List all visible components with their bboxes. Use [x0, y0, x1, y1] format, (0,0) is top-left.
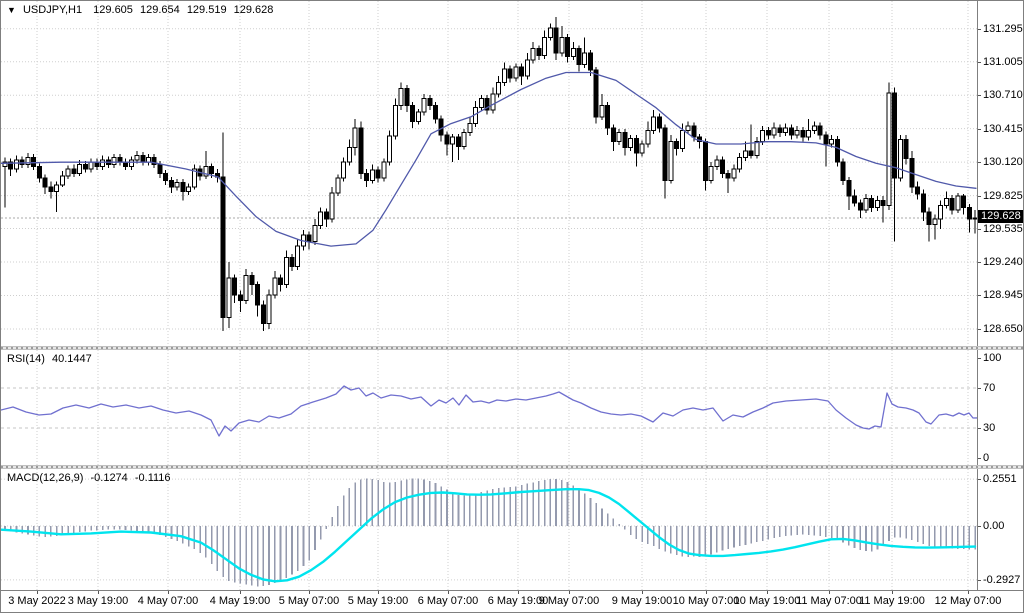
time-tick-label: 10 May 07:00 — [672, 595, 740, 607]
time-tick-label: 3 May 19:00 — [67, 595, 129, 607]
axis-tick-label: 130.710 — [983, 89, 1023, 101]
time-tick-mark — [642, 591, 643, 594]
rsi-chart-canvas[interactable] — [1, 350, 977, 465]
axis-tick-mark — [978, 295, 981, 296]
time-tick-label: 6 May 07:00 — [417, 595, 479, 607]
rsi-label: RSI(14) 40.1447 — [7, 353, 96, 365]
rsi-panel: RSI(14) 40.1447 100 70 30 0 — [1, 350, 1023, 465]
macd-panel: MACD(12,26,9) -0.1274 -0.1116 0.2551 0.00… — [1, 469, 1023, 590]
time-tick-mark — [98, 591, 99, 594]
time-tick-label: 10 May 19:00 — [733, 595, 801, 607]
rsi-axis[interactable]: 100 70 30 0 — [977, 350, 1023, 465]
time-axis[interactable]: 3 May 2022 3 May 19:00 4 May 07:00 4 May 19… — [1, 590, 1023, 612]
axis-tick-mark — [978, 358, 981, 359]
axis-tick-label: 129.535 — [983, 223, 1023, 235]
panel-splitter-rsi[interactable] — [1, 346, 1023, 350]
low-value: 129.519 — [186, 4, 227, 16]
high-value: 129.654 — [139, 4, 180, 16]
time-tick-mark — [892, 591, 893, 594]
axis-tick-mark — [978, 29, 981, 30]
time-tick-mark — [309, 591, 310, 594]
time-tick-label: 9 May 19:00 — [611, 595, 673, 607]
axis-tick-label: 0.2551 — [983, 473, 1017, 485]
macd-label: MACD(12,26,9) -0.1274 -0.1116 — [7, 472, 175, 484]
current-price-badge: 129.628 — [978, 210, 1023, 223]
axis-tick-mark — [978, 458, 981, 459]
time-tick-mark — [706, 591, 707, 594]
axis-tick-label: 130.120 — [983, 156, 1023, 168]
time-tick-mark — [518, 591, 519, 594]
axis-tick-mark — [978, 388, 981, 389]
axis-tick-label: 30 — [983, 422, 996, 434]
macd-value: -0.1274 — [90, 472, 128, 484]
time-tick-mark — [240, 591, 241, 594]
time-tick-label: 11 May 07:00 — [796, 595, 862, 607]
price-panel: ▼ USDJPY,H1 129.605 129.654 129.519 129.… — [1, 1, 1023, 346]
time-tick-mark — [378, 591, 379, 594]
time-tick-label: 12 May 07:00 — [934, 595, 1002, 607]
symbol-dropdown-icon[interactable]: ▼ — [7, 5, 16, 15]
axis-tick-label: 0 — [983, 452, 990, 464]
time-tick-label: 6 May 19:00 — [487, 595, 549, 607]
axis-tick-label: 0.00 — [983, 520, 1005, 532]
axis-tick-mark — [978, 129, 981, 130]
macd-name: MACD(12,26,9) — [7, 472, 84, 484]
axis-tick-mark — [978, 580, 981, 581]
axis-tick-label: 130.415 — [983, 123, 1023, 135]
axis-tick-label: 129.240 — [983, 256, 1023, 268]
macd-axis[interactable]: 0.2551 0.00 -0.2927 — [977, 469, 1023, 590]
time-tick-label: 4 May 19:00 — [209, 595, 271, 607]
axis-tick-mark — [978, 526, 981, 527]
symbol-ohlc-label: ▼ USDJPY,H1 129.605 129.654 129.519 129.… — [7, 4, 277, 16]
time-tick-label: 4 May 07:00 — [137, 595, 199, 607]
axis-tick-label: 128.945 — [983, 289, 1023, 301]
axis-tick-mark — [978, 62, 981, 63]
axis-tick-mark — [978, 479, 981, 480]
time-tick-mark — [168, 591, 169, 594]
time-tick-label: 5 May 07:00 — [278, 595, 340, 607]
price-axis[interactable]: 131.295 131.005 130.710 130.415 130.120 129.8… — [977, 1, 1023, 346]
time-tick-label: 9 May 07:00 — [538, 595, 600, 607]
price-chart-canvas[interactable] — [1, 1, 977, 346]
macd-chart-canvas[interactable] — [1, 469, 977, 590]
time-tick-label: 3 May 2022 — [8, 595, 66, 607]
axis-tick-mark — [978, 428, 981, 429]
panel-splitter-macd[interactable] — [1, 465, 1023, 469]
axis-tick-label: 128.650 — [983, 323, 1023, 335]
axis-tick-label: 100 — [983, 352, 1002, 364]
time-tick-mark — [829, 591, 830, 594]
macd-signal-value: -0.1116 — [134, 472, 171, 484]
axis-tick-label: 131.005 — [983, 56, 1023, 68]
axis-tick-mark — [978, 162, 981, 163]
axis-tick-label: 129.825 — [983, 190, 1023, 202]
rsi-name: RSI(14) — [7, 353, 45, 365]
time-tick-mark — [767, 591, 768, 594]
axis-tick-label: 70 — [983, 382, 996, 394]
time-tick-mark — [448, 591, 449, 594]
axis-tick-mark — [978, 196, 981, 197]
axis-tick-label: -0.2927 — [983, 574, 1021, 586]
axis-tick-mark — [978, 95, 981, 96]
axis-tick-label: 131.295 — [983, 23, 1023, 35]
symbol-timeframe-label: USDJPY,H1 — [22, 4, 83, 16]
close-value: 129.628 — [233, 4, 274, 16]
open-value: 129.605 — [93, 4, 133, 16]
time-tick-mark — [569, 591, 570, 594]
axis-tick-mark — [978, 329, 981, 330]
axis-tick-mark — [978, 262, 981, 263]
time-tick-mark — [37, 591, 38, 594]
time-tick-mark — [968, 591, 969, 594]
axis-tick-mark — [978, 229, 981, 230]
rsi-value: 40.1447 — [51, 353, 92, 365]
time-tick-label: 5 May 19:00 — [347, 595, 409, 607]
time-tick-label: 11 May 19:00 — [859, 595, 925, 607]
